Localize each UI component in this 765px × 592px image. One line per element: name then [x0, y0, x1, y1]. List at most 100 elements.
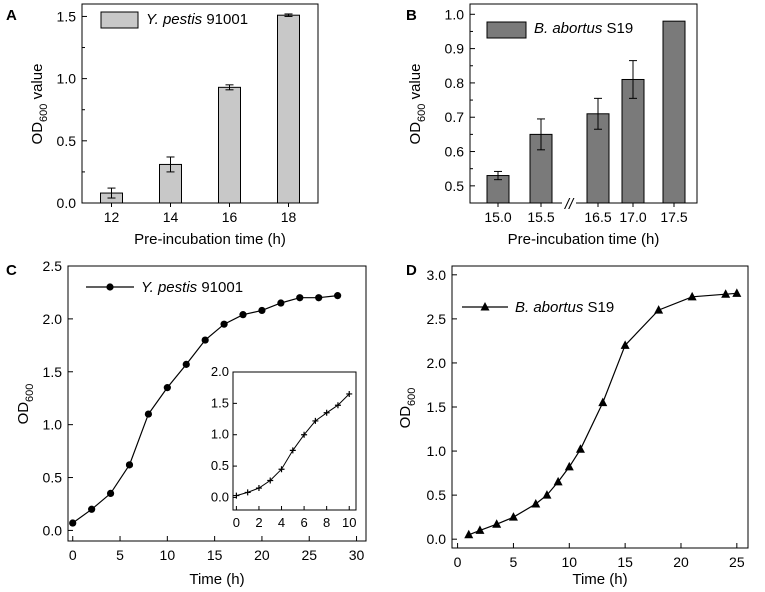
- data-point: [464, 529, 474, 539]
- panel-label-d: D: [406, 262, 417, 279]
- data-point: [220, 320, 228, 328]
- x-tick-label: 10: [160, 547, 176, 563]
- x-tick-label: 18: [281, 209, 297, 225]
- x-tick-label: 10: [561, 554, 577, 570]
- inset-x-tick-label: 4: [278, 515, 285, 530]
- data-point: [575, 444, 585, 453]
- y-tick-label: 0.0: [57, 195, 77, 211]
- x-tick-label: 12: [104, 209, 120, 225]
- x-tick-label: 30: [349, 547, 365, 563]
- bar: [218, 86, 241, 204]
- axis-break-gap: [562, 197, 576, 209]
- data-point: [277, 299, 285, 307]
- x-tick-label: 17.5: [660, 209, 687, 225]
- y-axis-title-subscript: 600: [38, 104, 50, 122]
- x-tick-label: 15: [207, 547, 223, 563]
- legend-swatch: [486, 21, 527, 39]
- inset-x-tick-label: 2: [255, 515, 262, 530]
- x-axis-title: Time (h): [572, 571, 627, 588]
- data-point: [732, 288, 742, 297]
- legend-strain: 91001: [206, 11, 248, 28]
- y-tick-label: 0.0: [43, 522, 63, 538]
- inset-data-point: [346, 390, 353, 397]
- x-tick-label: 0: [454, 554, 462, 570]
- y-axis-title-main: OD: [15, 402, 32, 425]
- x-tick-label: 16: [222, 209, 238, 225]
- inset-y-tick-label: 0.0: [211, 489, 229, 504]
- inset-data-point: [255, 485, 262, 492]
- inset-data-point: [312, 417, 319, 424]
- inset-data-point: [278, 466, 285, 473]
- inset-x-tick-label: 6: [300, 515, 307, 530]
- data-point: [687, 291, 697, 301]
- plot-frame: [81, 3, 319, 204]
- y-tick-label: 2.0: [427, 355, 447, 371]
- x-tick-label: 15.5: [527, 209, 554, 225]
- legend-marker: [106, 283, 114, 291]
- y-axis-title-subscript: 600: [24, 384, 36, 402]
- inset-x-tick-label: 8: [323, 515, 330, 530]
- x-tick-label: 25: [301, 547, 317, 563]
- x-axis-title: Pre-incubation time (h): [508, 231, 660, 248]
- data-point: [564, 461, 574, 471]
- panel-label-b: B: [406, 7, 417, 24]
- data-point: [201, 336, 209, 344]
- y-axis-title-main: OD: [29, 122, 46, 145]
- y-axis-title-suffix: value: [407, 64, 424, 104]
- data-point: [88, 505, 96, 513]
- data-point: [69, 519, 77, 527]
- y-axis-title-main: OD: [407, 122, 424, 145]
- y-tick-label: 1.0: [43, 417, 63, 433]
- y-axis-title-subscript: 600: [406, 388, 418, 406]
- legend-label: Y. pestis 91001: [141, 279, 243, 296]
- inset-y-tick-label: 1.5: [211, 395, 229, 410]
- inset-data-point: [289, 447, 296, 454]
- inset-chart: 0.0 0.5 1.0 1.5 2.0 0 2 4 6 8 10: [211, 364, 357, 530]
- legend-species: Y. pestis: [141, 279, 198, 296]
- y-tick-label: 0.5: [57, 133, 77, 149]
- data-point: [654, 305, 664, 314]
- data-point: [315, 294, 323, 302]
- plot-frame: [469, 3, 698, 204]
- data-point: [125, 461, 134, 469]
- panel-b-bar-chart: 0.5 0.6 0.7 0.8 0.9 1.0 15.0 15.5 16.5 17.0 17.5 //…: [407, 3, 698, 248]
- data-point: [531, 498, 541, 508]
- legend-label: B. abortus S19: [534, 20, 633, 37]
- plot-frame: [67, 265, 367, 542]
- y-axis-title: OD600 value: [407, 64, 428, 145]
- data-point: [258, 306, 266, 315]
- y-axis-title-subscript: 600: [416, 104, 428, 122]
- x-tick-label: 25: [729, 554, 745, 570]
- x-tick-label: 15.0: [484, 209, 511, 225]
- x-axis-title: Pre-incubation time (h): [134, 231, 286, 248]
- inset-x-tick-label: 0: [233, 515, 240, 530]
- x-tick-label: 20: [673, 554, 689, 570]
- y-axis-title: OD600 value: [29, 64, 50, 145]
- panel-label-c: C: [6, 262, 17, 279]
- y-tick-label: 3.0: [427, 267, 447, 283]
- legend-marker: [480, 302, 490, 311]
- y-tick-label: 1.0: [427, 443, 447, 459]
- x-tick-label: 0: [69, 547, 77, 563]
- y-tick-label: 0.5: [43, 470, 63, 486]
- data-point: [598, 397, 608, 407]
- data-point: [144, 410, 153, 418]
- y-axis-title-suffix: value: [29, 64, 46, 104]
- y-tick-label: 1.0: [57, 71, 77, 87]
- x-tick-label: 20: [254, 547, 270, 563]
- y-tick-label: 2.5: [427, 311, 447, 327]
- y-tick-label: 0.0: [427, 531, 447, 547]
- y-tick-label: 1.5: [57, 8, 77, 24]
- inset-data-point: [301, 431, 308, 438]
- legend-label: B. abortus S19: [515, 299, 614, 316]
- inset-data-point: [323, 409, 330, 416]
- legend: Y. pestis 91001: [100, 11, 248, 29]
- inset-data-point: [233, 492, 240, 499]
- series-line: [468, 292, 737, 536]
- data-point: [475, 525, 485, 534]
- y-tick-label: 0.8: [445, 75, 465, 91]
- legend-species: B. abortus: [515, 299, 584, 316]
- y-axis-title: OD600: [397, 388, 418, 429]
- x-tick-label: 15: [617, 554, 633, 570]
